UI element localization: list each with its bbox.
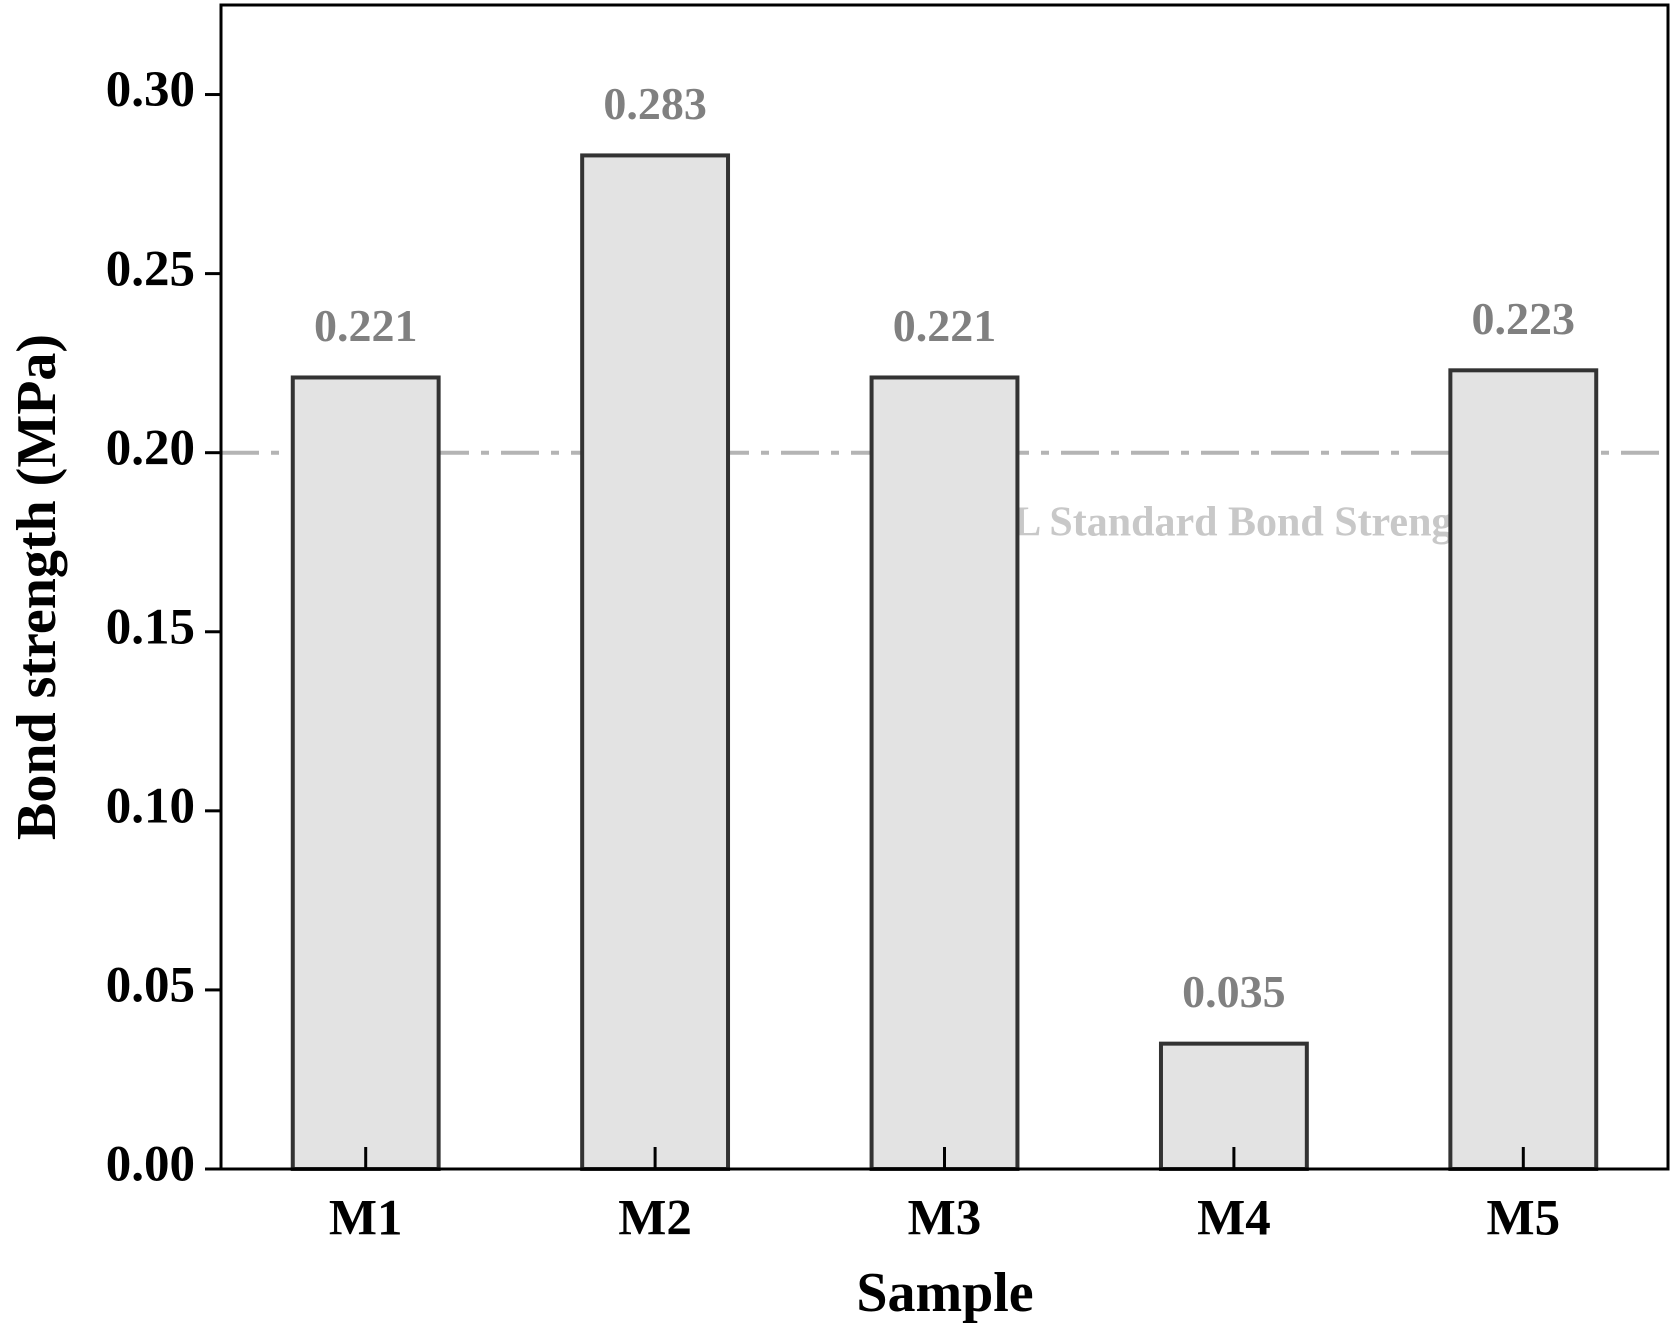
value-label: 0.283 bbox=[603, 78, 707, 129]
bar bbox=[580, 153, 731, 1171]
value-label: 0.221 bbox=[314, 300, 418, 351]
bar bbox=[1448, 368, 1599, 1172]
x-axis-title: Sample bbox=[856, 1262, 1033, 1324]
y-tick-label: 0.15 bbox=[106, 599, 195, 655]
y-tick-label: 0.25 bbox=[106, 241, 195, 297]
x-tick-label: M2 bbox=[618, 1191, 692, 1247]
value-label: 0.223 bbox=[1472, 293, 1576, 344]
value-label: 0.035 bbox=[1182, 966, 1286, 1017]
x-tick-label: M5 bbox=[1486, 1191, 1560, 1247]
bar bbox=[869, 375, 1020, 1172]
y-tick-label: 0.00 bbox=[106, 1137, 195, 1193]
reference-label: NHL Standard Bond Strength bbox=[950, 499, 1490, 545]
y-tick-label: 0.30 bbox=[106, 62, 195, 118]
x-tick-label: M1 bbox=[329, 1191, 403, 1247]
x-tick-label: M4 bbox=[1197, 1191, 1271, 1247]
bar bbox=[290, 375, 441, 1172]
x-tick-label: M3 bbox=[908, 1191, 982, 1247]
y-tick-label: 0.05 bbox=[106, 958, 195, 1014]
y-tick-label: 0.10 bbox=[106, 779, 195, 835]
value-label: 0.221 bbox=[893, 300, 997, 351]
plot-frame bbox=[219, 3, 1670, 1171]
y-axis-title: Bond strength (MPa) bbox=[6, 334, 68, 840]
y-tick-label: 0.20 bbox=[106, 420, 195, 476]
